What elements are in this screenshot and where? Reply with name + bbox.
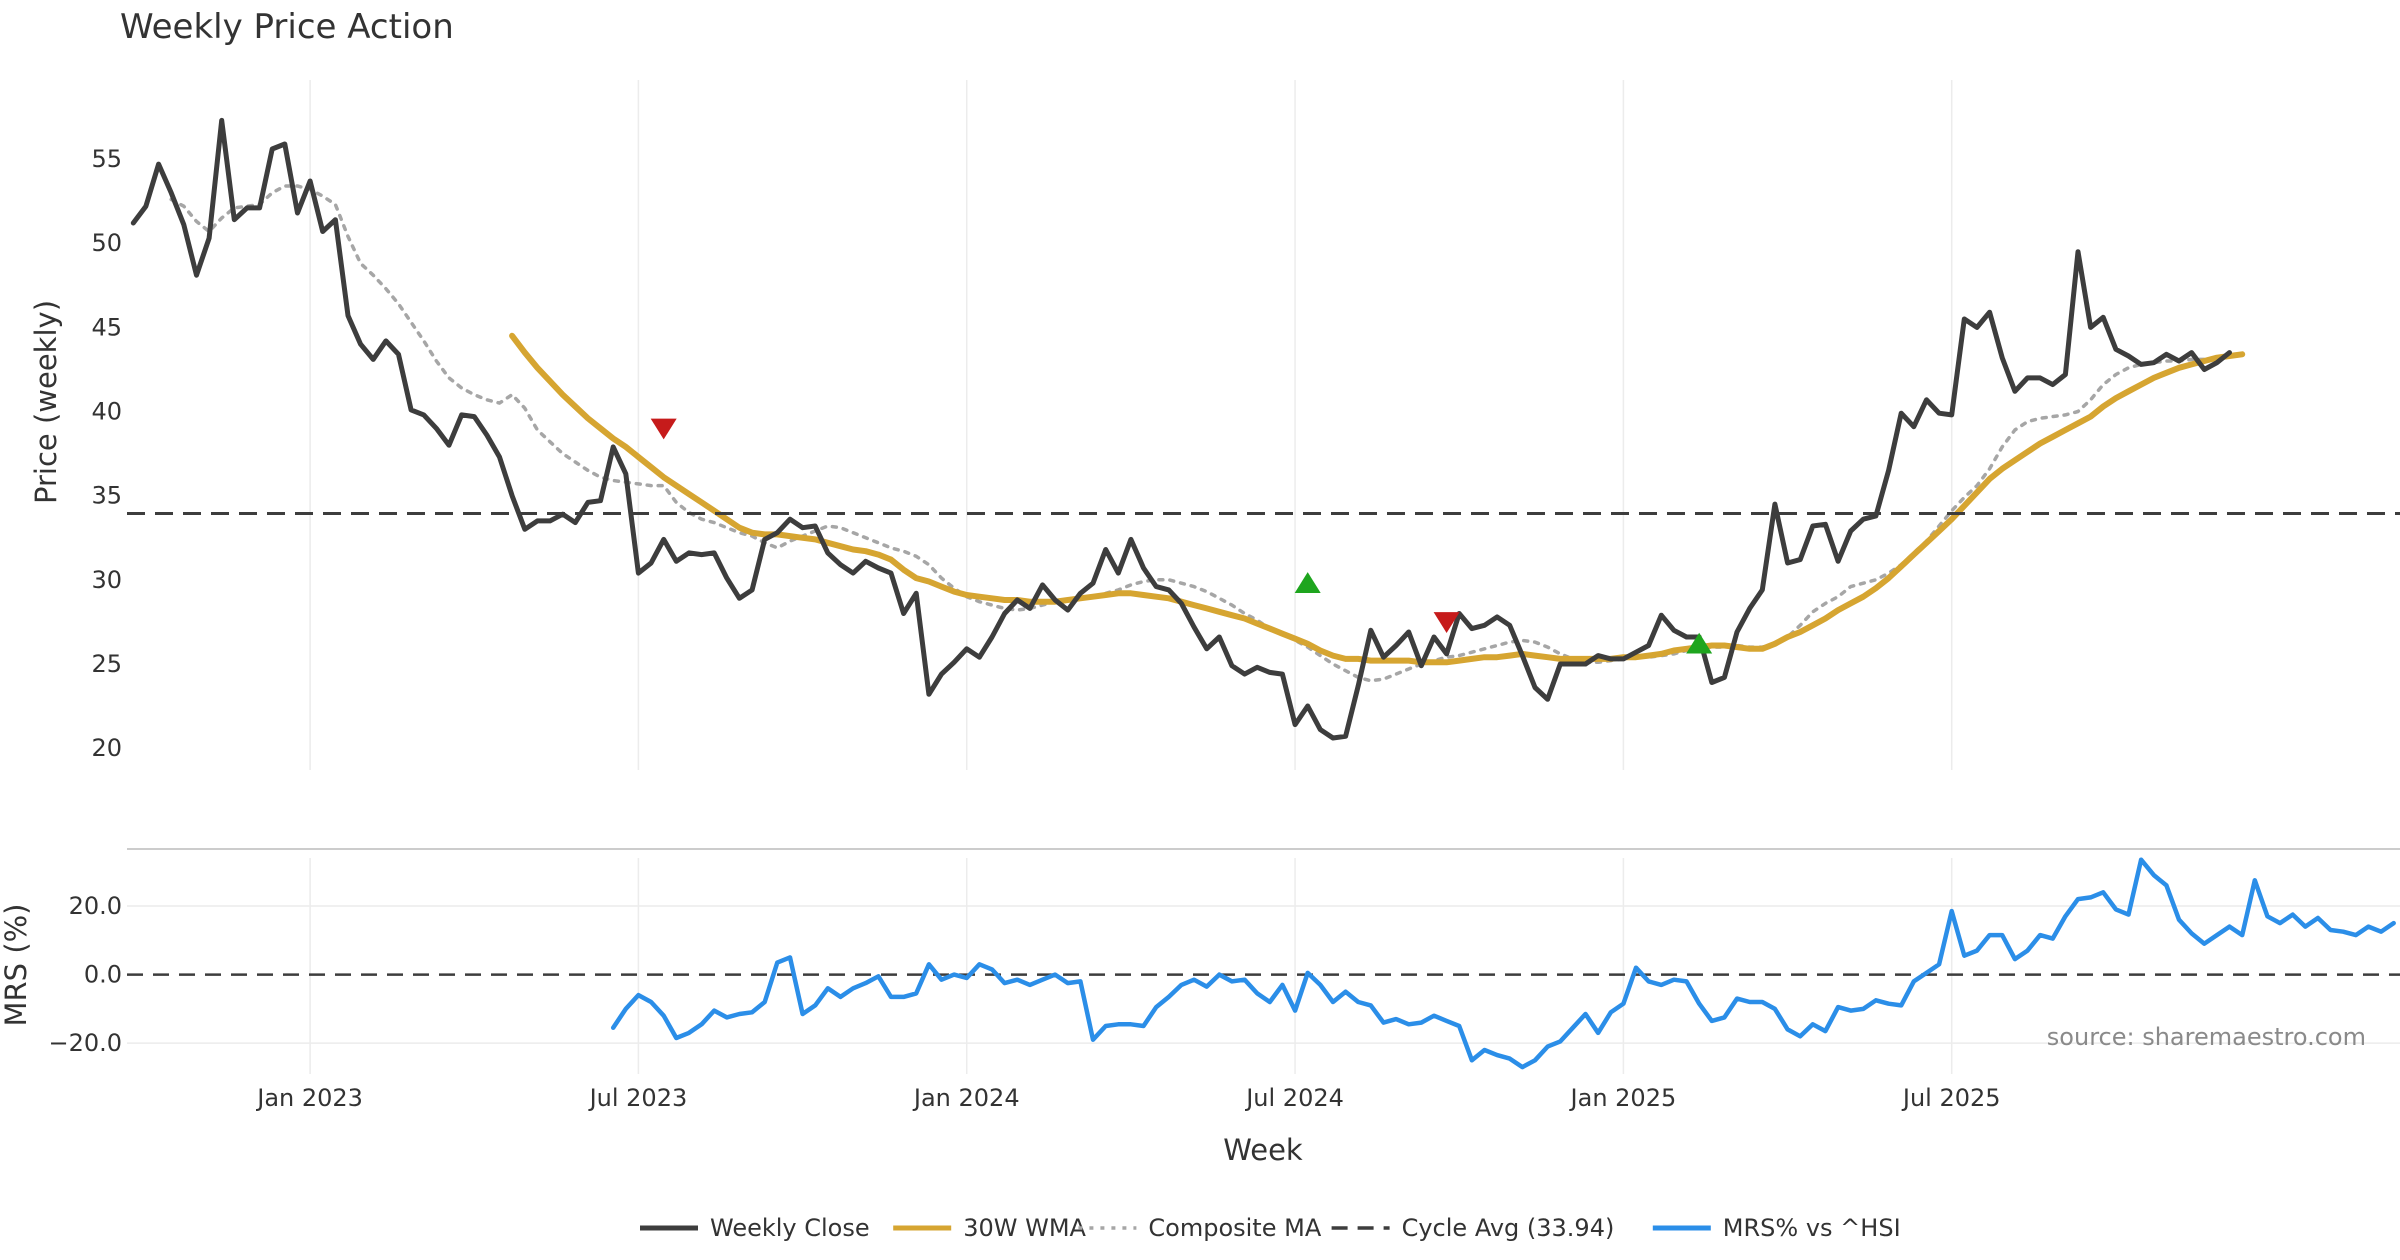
source-note: source: sharemaestro.com [2047, 1023, 2366, 1051]
legend-mrs-vs-hsi-label: MRS% vs ^HSI [1723, 1214, 1901, 1242]
mrs-y-tick-1: 0.0 [84, 961, 122, 989]
sell-signal-marker-3 [1433, 612, 1460, 633]
x-tick-jul-2023: Jul 2023 [588, 1084, 688, 1112]
legend-cycle-avg-33-94-label: Cycle Avg (33.94) [1402, 1214, 1615, 1242]
legend-composite-ma-label: Composite MA [1148, 1214, 1321, 1242]
buy-signal-marker-2 [1294, 572, 1321, 593]
price-y-tick-55: 55 [91, 145, 122, 173]
price-series-lines [127, 117, 2400, 741]
chart-legend[interactable]: Weekly Close 30W WMA Composite MA Cycle Avg… [640, 1214, 1901, 1242]
x-tick-jan-2023: Jan 2023 [255, 1084, 363, 1112]
series-composite-ma [169, 184, 2232, 683]
series-30w-wma [509, 332, 2246, 666]
legend-weekly-close-label: Weekly Close [710, 1214, 870, 1242]
x-tick-jan-2025: Jan 2025 [1569, 1084, 1677, 1112]
price-y-tick-35: 35 [91, 482, 122, 510]
price-y-tick-40: 40 [91, 398, 122, 426]
mrs-y-axis-label: MRS (%) [0, 904, 33, 1027]
price-gridlines [309, 80, 1953, 770]
series-mrs-vs-hsi [610, 857, 2396, 1070]
price-y-tick-50: 50 [91, 229, 122, 257]
x-tick-jul-2025: Jul 2025 [1901, 1084, 2001, 1112]
sell-signal-marker-1 [650, 418, 677, 440]
price-y-tick-45: 45 [91, 313, 122, 341]
mrs-series-lines [127, 857, 2400, 1070]
x-axis-ticks: Jan 2023 Jul 2023 Jan 2024 Jul 2024 Jan 2025… [255, 1084, 2000, 1112]
mrs-y-ticks: 20.0 0.0 −20.0 [48, 892, 122, 1057]
series-weekly-close [130, 117, 2232, 741]
buy-signal-marker-4 [1686, 632, 1713, 654]
price-y-tick-30: 30 [91, 566, 122, 594]
mrs-gridlines [127, 858, 2400, 1074]
price-y-tick-20: 20 [91, 734, 122, 762]
mrs-y-tick-2: −20.0 [48, 1029, 122, 1057]
price-y-tick-25: 25 [91, 650, 122, 678]
legend-30w-wma-label: 30W WMA [963, 1214, 1086, 1242]
price-y-axis-label: Price (weekly) [29, 300, 63, 504]
chart-title: Weekly Price Action [120, 7, 454, 47]
signal-markers [650, 418, 1713, 654]
mrs-y-tick-0: 20.0 [69, 892, 122, 920]
x-axis-label: Week [1223, 1133, 1303, 1167]
price-y-ticks: 20 25 30 35 40 45 50 55 [91, 145, 122, 762]
x-tick-jul-2024: Jul 2024 [1244, 1084, 1344, 1112]
x-tick-jan-2024: Jan 2024 [912, 1084, 1020, 1112]
